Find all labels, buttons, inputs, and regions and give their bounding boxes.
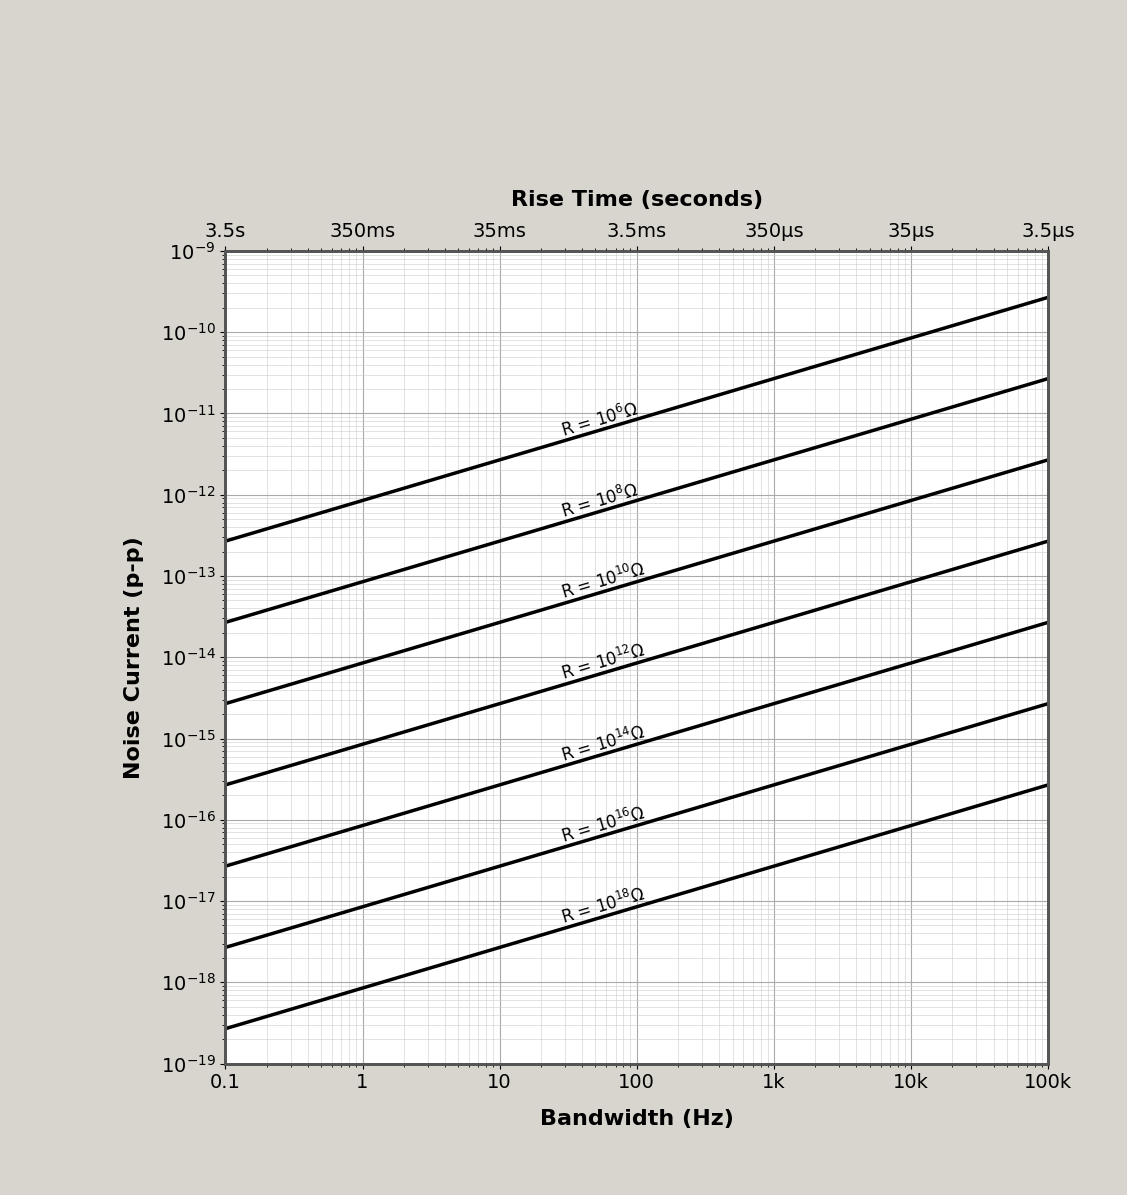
Text: R = $10^{14}\Omega$: R = $10^{14}\Omega$	[559, 722, 648, 766]
Text: R = $10^{10}\Omega$: R = $10^{10}\Omega$	[559, 559, 648, 603]
Text: R = $10^{18}\Omega$: R = $10^{18}\Omega$	[559, 884, 648, 929]
Text: R = $10^{12}\Omega$: R = $10^{12}\Omega$	[559, 641, 648, 685]
X-axis label: Rise Time (seconds): Rise Time (seconds)	[511, 190, 763, 209]
Text: R = $10^{16}\Omega$: R = $10^{16}\Omega$	[559, 803, 648, 847]
Text: R = $10^{8}\Omega$: R = $10^{8}\Omega$	[559, 480, 641, 522]
X-axis label: Bandwidth (Hz): Bandwidth (Hz)	[540, 1109, 734, 1129]
Text: R = $10^{6}\Omega$: R = $10^{6}\Omega$	[559, 399, 641, 441]
Y-axis label: Noise Current (p-p): Noise Current (p-p)	[124, 535, 144, 779]
